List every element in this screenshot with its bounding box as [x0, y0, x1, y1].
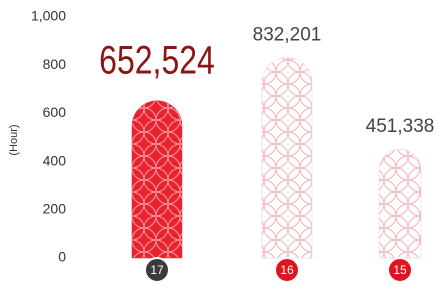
- value-label: 832,201: [253, 24, 322, 45]
- y-tick-label: 1,000: [31, 8, 66, 24]
- y-axis-label: (Hour): [8, 124, 20, 155]
- chart: (Hour) 0 200 400 600 800 1,000 652,524 17 832,20…: [0, 0, 447, 289]
- x-tick-label: 16: [280, 263, 294, 277]
- bar: [379, 149, 421, 258]
- y-tick-label: 200: [43, 201, 67, 217]
- y-tick-label: 400: [43, 152, 67, 168]
- x-tick-label: 17: [150, 263, 164, 277]
- bar: [132, 101, 182, 258]
- y-tick-label: 800: [43, 56, 67, 72]
- x-tick-label: 15: [393, 263, 407, 277]
- y-tick-label: 0: [58, 249, 66, 265]
- bar: [262, 57, 312, 258]
- y-tick-label: 600: [43, 104, 67, 120]
- value-label: 652,524: [99, 37, 215, 82]
- value-label: 451,338: [366, 116, 435, 137]
